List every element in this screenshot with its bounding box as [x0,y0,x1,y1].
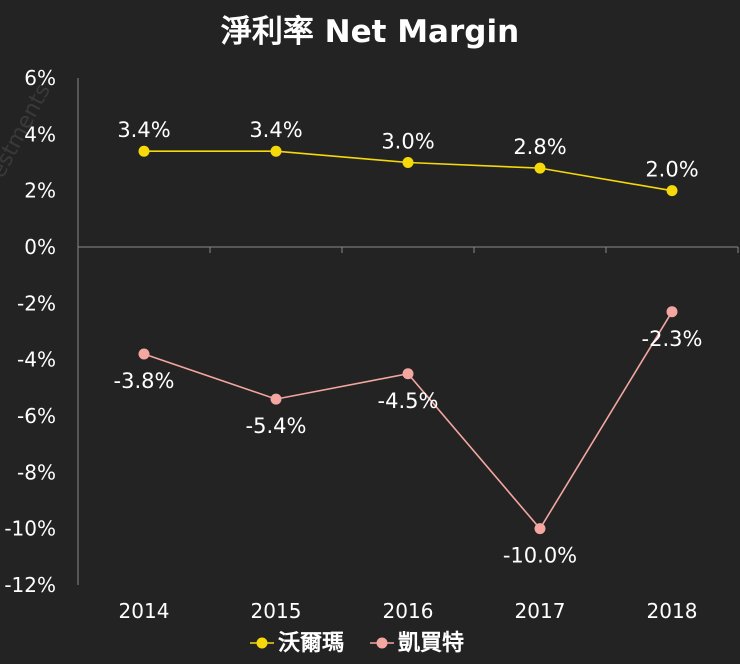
legend-label: 凱買特 [398,630,464,656]
y-tick-label: -6% [17,404,56,428]
x-tick-label: 2017 [515,599,566,623]
legend-label: 沃爾瑪 [278,631,344,656]
y-tick-label: 2% [24,179,56,203]
y-tick-label: -10% [4,517,56,541]
data-label: -4.5% [378,389,439,413]
y-tick-label: 4% [24,122,56,146]
x-tick-label: 2015 [251,599,302,623]
data-point [402,157,414,168]
data-point [666,185,678,197]
data-label: 3.4% [249,118,302,142]
data-label: -2.3% [642,327,703,351]
x-tick-label: 2018 [647,599,698,623]
data-label: -5.4% [246,414,307,438]
data-point [270,393,282,405]
y-tick-label: 0% [24,235,56,259]
data-label: 2.0% [645,158,698,182]
data-label: -3.8% [114,369,175,393]
data-point [666,306,678,318]
series-line-2 [143,311,673,531]
data-label: 3.4% [117,118,170,142]
y-tick-label: -2% [17,291,56,315]
legend-marker [376,637,388,649]
data-point [138,145,150,157]
data-point [270,145,282,157]
data-point [138,348,150,360]
chart-title: 淨利率 Net Margin [221,14,519,50]
data-point [402,368,414,380]
y-tick-label: -8% [17,460,56,484]
data-point [534,523,546,535]
y-tick-label: 6% [24,66,56,90]
data-label: 2.8% [513,135,566,159]
legend-marker [256,637,268,649]
y-tick-label: -12% [4,573,56,597]
data-point [534,162,546,174]
x-tick-label: 2016 [383,599,434,623]
x-tick-label: 2014 [119,599,170,623]
data-label: -10.0% [503,544,577,568]
data-label: 3.0% [381,130,434,154]
y-tick-label: -4% [17,348,56,372]
